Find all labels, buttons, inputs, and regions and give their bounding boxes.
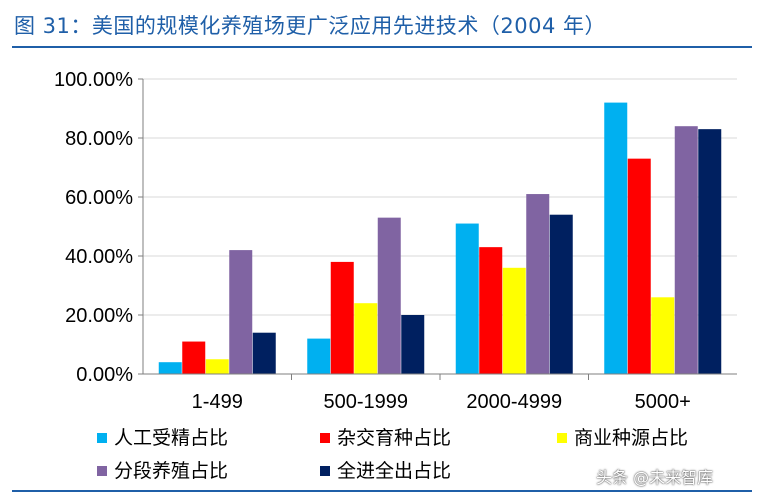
x-tick-label: 2000-4999 [466, 391, 562, 413]
bar [252, 332, 276, 374]
x-tick-label: 500-1999 [323, 391, 408, 413]
legend-swatch [97, 433, 107, 443]
y-tick-label: 60.00% [65, 187, 133, 209]
legend-label: 分段养殖占比 [114, 460, 228, 482]
bar [526, 194, 550, 374]
bar [502, 267, 526, 374]
bar [229, 250, 253, 374]
y-tick-label: 80.00% [65, 128, 133, 150]
y-tick-label: 20.00% [65, 305, 133, 327]
bar [401, 315, 425, 374]
bar [158, 362, 182, 374]
bar [205, 359, 229, 374]
legend-label: 全进全出占比 [337, 460, 451, 482]
bar [674, 126, 698, 374]
bar [651, 297, 675, 374]
legend-swatch [320, 433, 330, 443]
bar [182, 341, 206, 374]
y-tick-labels: 0.00% 20.00% 40.00% 60.00% 80.00% 100.00% [54, 69, 133, 386]
bar [549, 214, 573, 374]
y-tick-label: 40.00% [65, 246, 133, 268]
chart-title: 图 31：美国的规模化养殖场更广泛应用先进技术（2004 年） [14, 14, 607, 38]
bar [698, 129, 722, 374]
legend-swatch [320, 466, 330, 476]
bar [354, 303, 378, 374]
bar [627, 158, 651, 374]
legend-swatch [97, 466, 107, 476]
bar [307, 338, 331, 374]
legend-label: 人工受精占比 [114, 427, 228, 449]
bottom-divider [12, 490, 752, 492]
watermark: 头条 @未来智库 [596, 468, 714, 487]
bar [330, 261, 354, 374]
y-tick-label: 0.00% [76, 364, 133, 386]
x-tick-label: 5000+ [635, 391, 691, 413]
legend-label: 商业种源占比 [574, 427, 688, 449]
axes [138, 78, 737, 380]
title-divider [12, 46, 752, 48]
legend-label: 杂交育种占比 [337, 427, 451, 449]
bar [455, 223, 479, 374]
x-tick-labels: 1-499 500-1999 2000-4999 5000+ [192, 391, 691, 413]
x-tick-label: 1-499 [192, 391, 243, 413]
bar [377, 217, 401, 374]
bar [479, 247, 503, 374]
bar [604, 102, 628, 374]
legend-swatch [557, 433, 567, 443]
y-tick-label: 100.00% [54, 69, 133, 91]
bars [158, 102, 722, 374]
